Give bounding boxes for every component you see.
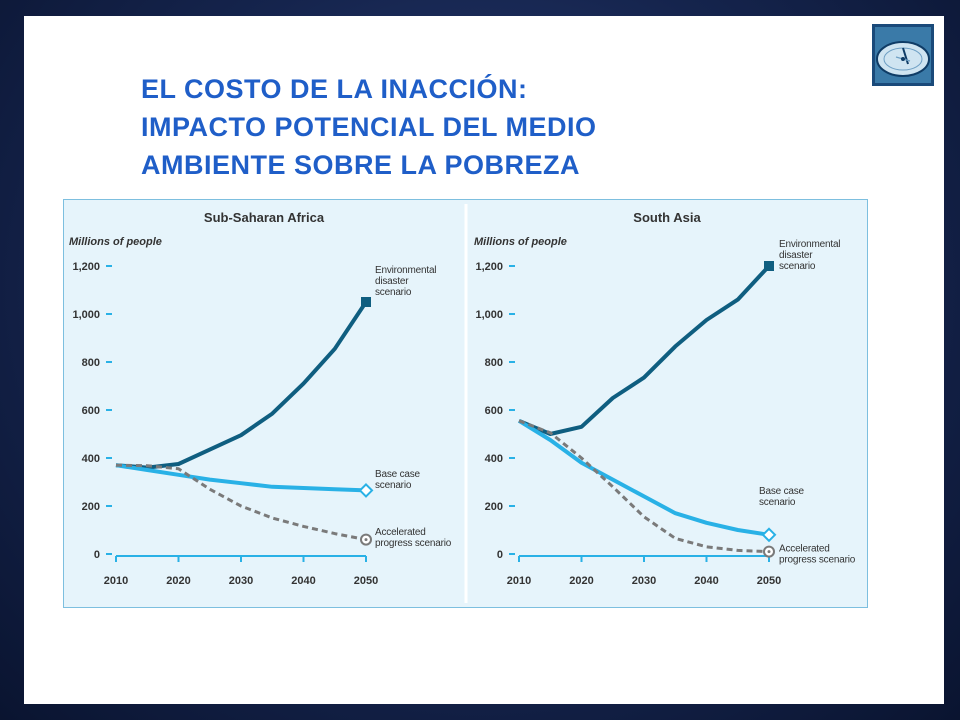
chart-title: Sub-Saharan Africa	[204, 210, 325, 225]
x-tick-label: 2030	[632, 575, 656, 587]
y-axis-label: Millions of people	[69, 236, 162, 248]
series-end-marker-environmental	[361, 297, 371, 307]
y-tick-label: 400	[82, 453, 100, 465]
series-label-environmental: Environmental	[779, 239, 840, 250]
x-tick-label: 2020	[166, 575, 190, 587]
series-end-marker-dot-accelerated	[767, 550, 771, 554]
y-tick-label: 1,000	[72, 309, 100, 321]
series-label-accelerated: Accelerated	[779, 544, 830, 555]
y-tick-label: 800	[485, 357, 503, 369]
series-line-environmental	[115, 300, 368, 470]
series-line-base	[517, 419, 770, 537]
x-tick-label: 2050	[757, 575, 781, 587]
x-tick-label: 2010	[104, 575, 128, 587]
series-line-base	[115, 463, 367, 493]
x-tick-label: 2010	[507, 575, 531, 587]
series-label-accelerated: Accelerated	[375, 527, 426, 538]
chart-panel: Sub-Saharan Africa Millions of people 0 200…	[63, 199, 868, 608]
series-line-accelerated	[115, 463, 367, 542]
chart-panel-south-asia: South Asia Millions of people 0 200 400 600 80…	[474, 210, 856, 587]
series-line-environmental	[518, 264, 771, 436]
title-line-2: IMPACTO POTENCIAL DEL MEDIO	[141, 112, 597, 142]
series-label-environmental: Environmental	[375, 265, 436, 276]
series-label-environmental: disaster	[375, 276, 409, 287]
y-tick-label: 1,200	[72, 261, 100, 273]
y-tick-label: 600	[485, 405, 503, 417]
x-tick-label: 2030	[229, 575, 253, 587]
y-tick-label: 1,200	[475, 261, 503, 273]
series-label-environmental: scenario	[375, 287, 412, 298]
x-tick-label: 2050	[354, 575, 378, 587]
series-label-base: Base case	[375, 469, 421, 480]
series-end-marker-base	[761, 527, 777, 543]
title-line-1: EL COSTO DE LA INACCIÓN:	[141, 74, 528, 104]
series-label-environmental: scenario	[779, 261, 816, 272]
x-tick-label: 2040	[694, 575, 718, 587]
series-end-marker-base	[358, 482, 374, 498]
y-tick-label: 0	[94, 549, 100, 561]
y-tick-label: 0	[497, 549, 503, 561]
title-line-3: AMBIENTE SOBRE LA POBREZA	[141, 150, 581, 180]
slide-title: EL COSTO DE LA INACCIÓN: IMPACTO POTENCI…	[141, 70, 841, 184]
y-tick-label: 800	[82, 357, 100, 369]
chart-panel-sub-saharan-africa: Sub-Saharan Africa Millions of people 0 200…	[69, 210, 452, 587]
y-tick-label: 400	[485, 453, 503, 465]
x-tick-label: 2020	[569, 575, 593, 587]
series-label-accelerated: progress scenario	[779, 555, 856, 566]
series-label-environmental: disaster	[779, 250, 813, 261]
y-tick-label: 1,000	[475, 309, 503, 321]
series-label-accelerated: progress scenario	[375, 538, 452, 549]
series-label-base: scenario	[759, 497, 796, 508]
compass-logo-icon	[872, 24, 934, 86]
series-end-marker-environmental	[764, 261, 774, 271]
chart-svg: Sub-Saharan Africa Millions of people 0 200…	[69, 204, 856, 603]
series-line-accelerated	[518, 419, 770, 554]
y-tick-label: 200	[82, 501, 100, 513]
chart-title: South Asia	[633, 210, 701, 225]
series-label-base: scenario	[375, 480, 412, 491]
y-tick-label: 600	[82, 405, 100, 417]
x-tick-label: 2040	[291, 575, 315, 587]
series-label-base: Base case	[759, 486, 805, 497]
series-end-marker-dot-accelerated	[364, 538, 368, 542]
y-tick-label: 200	[485, 501, 503, 513]
y-axis-label: Millions of people	[474, 236, 567, 248]
